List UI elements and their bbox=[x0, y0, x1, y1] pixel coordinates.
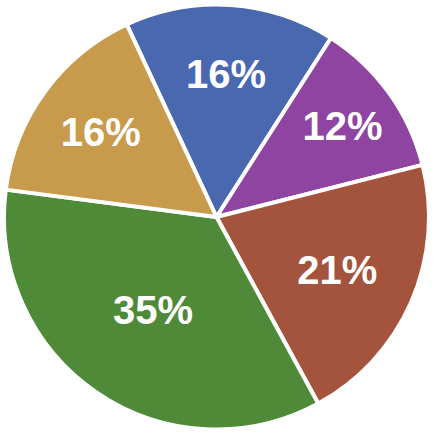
svg-text:21%: 21% bbox=[297, 248, 377, 292]
svg-text:16%: 16% bbox=[186, 52, 266, 96]
svg-text:35%: 35% bbox=[113, 288, 193, 332]
svg-text:16%: 16% bbox=[61, 110, 141, 154]
svg-text:12%: 12% bbox=[302, 104, 382, 148]
